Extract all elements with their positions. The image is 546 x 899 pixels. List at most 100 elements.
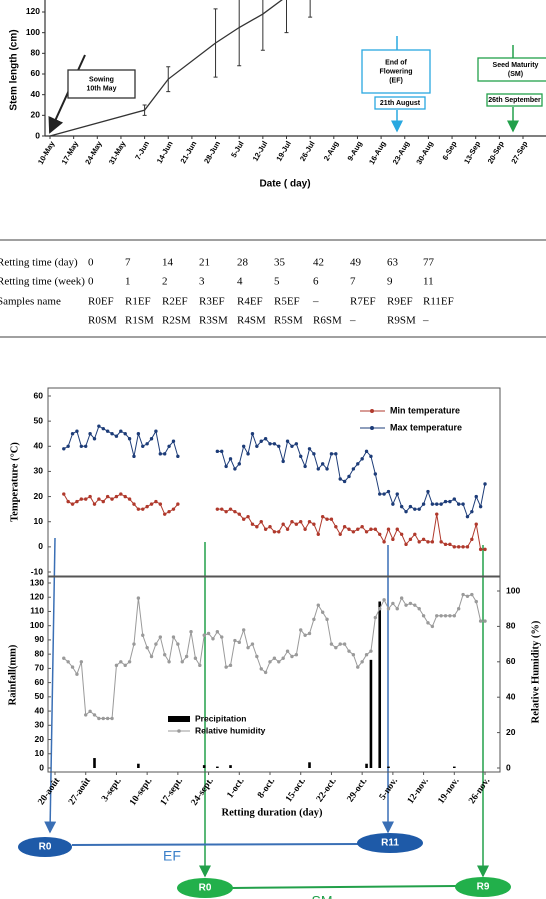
point <box>351 530 356 534</box>
point <box>215 449 220 454</box>
point <box>364 653 369 657</box>
y-tick-label: 50 <box>35 691 45 701</box>
node <box>455 877 511 897</box>
point <box>149 654 154 659</box>
y2-tick-label: 80 <box>506 621 516 631</box>
point <box>158 635 163 639</box>
point <box>145 504 149 509</box>
point <box>149 437 154 441</box>
y-tick-label: -10 <box>31 566 44 576</box>
point <box>452 614 457 618</box>
table-cell: R1SM <box>125 315 154 327</box>
line <box>63 425 486 518</box>
point <box>421 537 426 542</box>
point <box>250 432 255 436</box>
point <box>84 713 88 717</box>
table-cell: R9EF <box>387 296 413 308</box>
point <box>263 670 268 675</box>
point <box>329 452 334 456</box>
point <box>325 617 329 622</box>
annotation-text: Seed Maturity <box>493 62 539 69</box>
x-tick-label: 26-Jul <box>298 139 317 162</box>
point <box>97 497 101 501</box>
bar <box>365 763 368 768</box>
point <box>176 454 180 459</box>
bar <box>202 765 206 768</box>
point <box>391 537 395 542</box>
point <box>171 635 176 639</box>
point <box>369 454 373 459</box>
table-cell: 0 <box>88 257 94 269</box>
point <box>92 713 97 717</box>
point <box>193 656 198 660</box>
legend-label: Relative humidity <box>195 725 266 735</box>
point <box>101 426 105 431</box>
point <box>426 489 430 494</box>
point <box>88 709 92 714</box>
y-tick-label: 40 <box>31 89 41 99</box>
point <box>391 601 395 606</box>
point <box>141 507 145 511</box>
point <box>391 502 395 506</box>
point <box>461 545 465 549</box>
point <box>369 527 373 531</box>
point <box>386 527 391 531</box>
x-tick-label: 22-oct. <box>315 776 339 804</box>
x-tick-label: 16-Aug <box>367 139 388 166</box>
point <box>452 497 457 501</box>
point <box>92 502 97 506</box>
table-cell: 49 <box>350 257 362 269</box>
point <box>338 642 342 646</box>
legend-label: Precipitation <box>195 713 246 723</box>
point <box>360 457 364 461</box>
point <box>79 444 84 448</box>
table-cell: R5SM <box>274 315 303 327</box>
table-cell: R2SM <box>162 315 191 327</box>
bar <box>387 766 390 768</box>
point <box>435 614 439 618</box>
table-cell: R3EF <box>199 296 225 308</box>
point <box>62 447 66 451</box>
point <box>465 545 470 549</box>
bar <box>453 766 456 768</box>
point <box>105 494 110 499</box>
point <box>421 502 426 506</box>
point <box>334 525 338 529</box>
y-tick-label: 0 <box>39 762 44 772</box>
point <box>294 442 299 446</box>
x-tick-label: 12-Jul <box>251 139 270 162</box>
point <box>88 432 92 436</box>
x-tick-label: 10-sept. <box>128 776 154 807</box>
point <box>478 619 483 623</box>
y-tick-label: 20 <box>35 734 45 744</box>
y-tick-label: 100 <box>30 620 44 630</box>
point <box>189 630 193 634</box>
point <box>255 525 259 529</box>
table-cell: R0EF <box>88 296 114 308</box>
y-tick-label: 60 <box>35 677 45 687</box>
point <box>241 444 246 448</box>
point <box>123 494 127 499</box>
legend-label: Min temperature <box>390 405 460 415</box>
x-tick-label: 23-Aug <box>391 139 412 166</box>
point <box>250 522 255 526</box>
point <box>136 596 141 600</box>
point <box>408 537 413 542</box>
point <box>119 429 123 433</box>
point <box>404 542 408 547</box>
y-tick-label: 30 <box>34 466 44 476</box>
bar <box>216 766 219 768</box>
table-cell: R9SM <box>387 315 416 327</box>
table-cell: 21 <box>199 257 210 269</box>
point <box>110 497 114 501</box>
table-cell: 7 <box>125 257 131 269</box>
error-bar <box>237 0 242 67</box>
point <box>320 514 325 519</box>
point <box>145 645 149 650</box>
point <box>66 444 70 448</box>
point <box>329 642 334 646</box>
point <box>290 444 294 448</box>
point <box>233 467 237 471</box>
point <box>70 665 75 669</box>
point <box>456 545 461 549</box>
